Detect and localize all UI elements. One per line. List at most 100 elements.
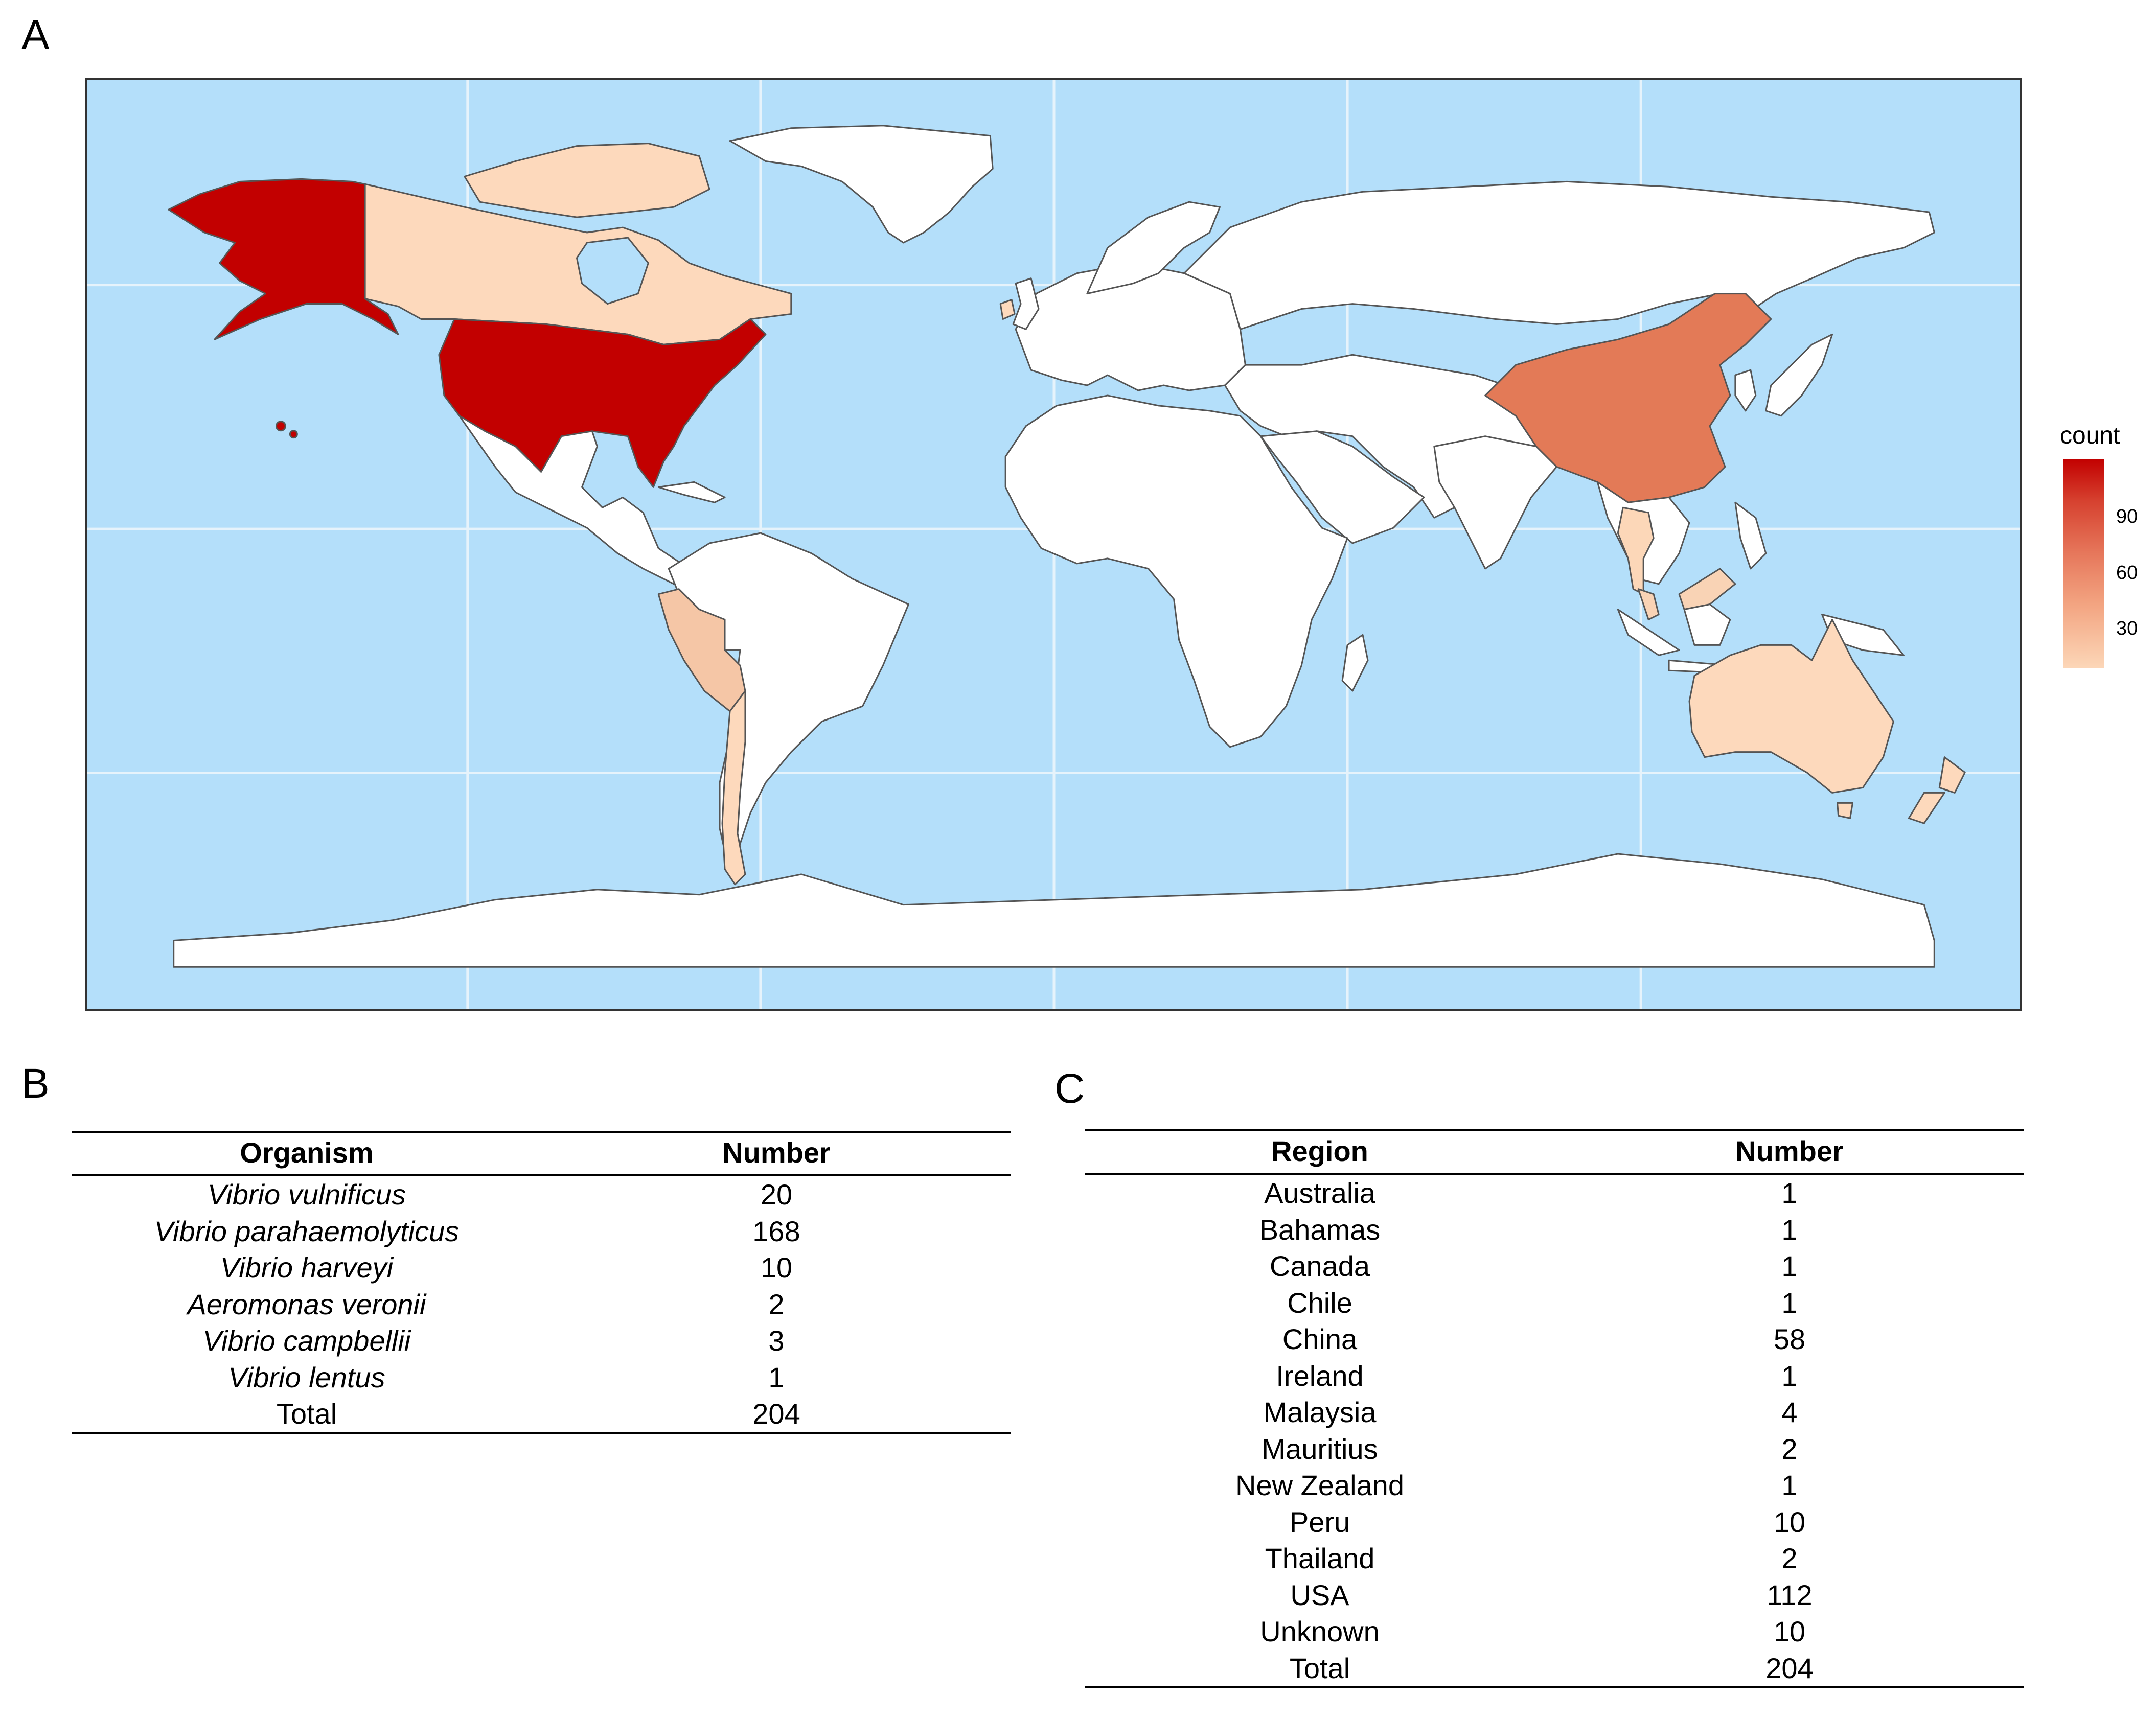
legend-tick bbox=[2104, 572, 2112, 573]
table-row: Vibrio lentus 1 bbox=[72, 1359, 1011, 1396]
new-zealand bbox=[1938, 756, 1966, 794]
philippines bbox=[1734, 501, 1767, 570]
scandinavia bbox=[1086, 201, 1221, 295]
table-row: New Zealand 1 bbox=[1085, 1467, 2024, 1504]
region-cell: Thailand bbox=[1265, 1542, 1375, 1575]
number-cell: 2 bbox=[768, 1288, 785, 1320]
number-cell: 58 bbox=[1773, 1323, 1806, 1356]
arabia bbox=[1259, 430, 1425, 544]
total-number: 204 bbox=[1555, 1650, 2024, 1688]
number-cell: 1 bbox=[1781, 1177, 1798, 1210]
china bbox=[1484, 293, 1772, 503]
table-row: Mauritius 2 bbox=[1085, 1431, 2024, 1468]
panel-label-c: C bbox=[1054, 1065, 1085, 1112]
number-cell: 10 bbox=[1773, 1505, 1806, 1538]
region-cell: Mauritius bbox=[1262, 1432, 1378, 1465]
mexico-central-america bbox=[458, 415, 690, 585]
number-cell: 3 bbox=[768, 1325, 785, 1357]
table-row: Vibrio parahaemolyticus 168 bbox=[72, 1213, 1011, 1250]
indonesia bbox=[1617, 609, 1680, 656]
region-cell: Bahamas bbox=[1259, 1213, 1381, 1246]
panel-label-a: A bbox=[21, 12, 50, 58]
total-number: 204 bbox=[542, 1396, 1011, 1434]
usa bbox=[438, 318, 767, 488]
column-header-region: Region bbox=[1085, 1129, 1555, 1175]
organism-cell: Vibrio campbellii bbox=[202, 1325, 411, 1357]
number-cell: 2 bbox=[1781, 1432, 1798, 1465]
alaska bbox=[168, 178, 399, 340]
table-row: Peru 10 bbox=[1085, 1504, 2024, 1541]
number-cell: 4 bbox=[1781, 1396, 1798, 1429]
legend-label-60: 60 bbox=[2116, 562, 2138, 584]
region-cell: USA bbox=[1290, 1578, 1349, 1611]
organism-cell: Aeromonas veronii bbox=[187, 1288, 426, 1320]
legend-tick bbox=[2104, 628, 2112, 629]
total-label: Total bbox=[1085, 1650, 1555, 1688]
table-row: Thailand 2 bbox=[1085, 1540, 2024, 1577]
number-cell: 10 bbox=[1773, 1615, 1806, 1648]
south-america bbox=[668, 532, 909, 875]
world-map-svg bbox=[87, 80, 2020, 1009]
japan bbox=[1765, 333, 1833, 417]
number-cell: 1 bbox=[1781, 1359, 1798, 1392]
hawaii bbox=[275, 421, 286, 432]
region-table: Region Number Australia 1 Bahamas 1 Canada… bbox=[1085, 1129, 2024, 1688]
table-header-row: Region Number bbox=[1085, 1129, 2024, 1175]
number-cell: 20 bbox=[760, 1178, 793, 1211]
table-row: Vibrio campbellii 3 bbox=[72, 1322, 1011, 1359]
organism-cell: Vibrio parahaemolyticus bbox=[154, 1215, 460, 1247]
australia bbox=[1688, 619, 1894, 794]
column-header-organism: Organism bbox=[72, 1131, 542, 1176]
panel-label-b: B bbox=[21, 1060, 50, 1107]
africa bbox=[1004, 394, 1348, 748]
legend-label-90: 90 bbox=[2116, 506, 2138, 527]
number-cell: 1 bbox=[1781, 1469, 1798, 1502]
organism-cell: Vibrio vulnificus bbox=[207, 1178, 406, 1211]
canada-arctic-islands bbox=[464, 143, 710, 218]
region-cell: Chile bbox=[1287, 1286, 1352, 1319]
hawaii bbox=[289, 430, 298, 439]
column-header-number: Number bbox=[1555, 1129, 2024, 1175]
region-cell: Canada bbox=[1269, 1250, 1370, 1283]
antarctica bbox=[173, 853, 1935, 968]
korea bbox=[1734, 369, 1757, 412]
region-cell: Ireland bbox=[1276, 1359, 1364, 1392]
column-header-number: Number bbox=[542, 1131, 1011, 1176]
table-row: Chile 1 bbox=[1085, 1285, 2024, 1321]
india bbox=[1433, 435, 1557, 570]
table-row: Vibrio harveyi 10 bbox=[72, 1249, 1011, 1286]
legend-label-30: 30 bbox=[2116, 618, 2138, 639]
greenland bbox=[729, 125, 994, 244]
total-row: Total 204 bbox=[72, 1396, 1011, 1434]
total-row: Total 204 bbox=[1085, 1650, 2024, 1688]
table-row: Australia 1 bbox=[1085, 1174, 2024, 1212]
table-row: Ireland 1 bbox=[1085, 1358, 2024, 1395]
number-cell: 2 bbox=[1781, 1542, 1798, 1575]
madagascar bbox=[1341, 634, 1369, 692]
table-row: Malaysia 4 bbox=[1085, 1394, 2024, 1431]
number-cell: 112 bbox=[1767, 1578, 1813, 1611]
number-cell: 1 bbox=[1781, 1213, 1798, 1246]
organism-table: Organism Number Vibrio vulnificus 20 Vibr… bbox=[72, 1131, 1011, 1434]
table-row: USA 112 bbox=[1085, 1577, 2024, 1614]
region-cell: Peru bbox=[1289, 1505, 1350, 1538]
new-zealand-south bbox=[1908, 792, 1945, 824]
number-cell: 1 bbox=[1781, 1250, 1798, 1283]
table-header-row: Organism Number bbox=[72, 1131, 1011, 1176]
region-cell: Unknown bbox=[1260, 1615, 1380, 1648]
total-label: Total bbox=[72, 1396, 542, 1434]
region-cell: Malaysia bbox=[1263, 1396, 1377, 1429]
organism-cell: Vibrio harveyi bbox=[220, 1251, 394, 1284]
united-kingdom bbox=[1012, 277, 1040, 330]
legend-color-bar bbox=[2063, 459, 2104, 668]
table-row: Bahamas 1 bbox=[1085, 1212, 2024, 1248]
cuba bbox=[657, 481, 726, 503]
malaysia bbox=[1637, 588, 1660, 621]
region-cell: New Zealand bbox=[1235, 1469, 1404, 1502]
legend-tick bbox=[2104, 516, 2112, 517]
number-cell: 1 bbox=[1781, 1286, 1798, 1319]
legend-title: count bbox=[2060, 422, 2120, 449]
organism-cell: Vibrio lentus bbox=[228, 1361, 385, 1393]
peru bbox=[657, 588, 746, 712]
number-cell: 10 bbox=[760, 1251, 793, 1284]
